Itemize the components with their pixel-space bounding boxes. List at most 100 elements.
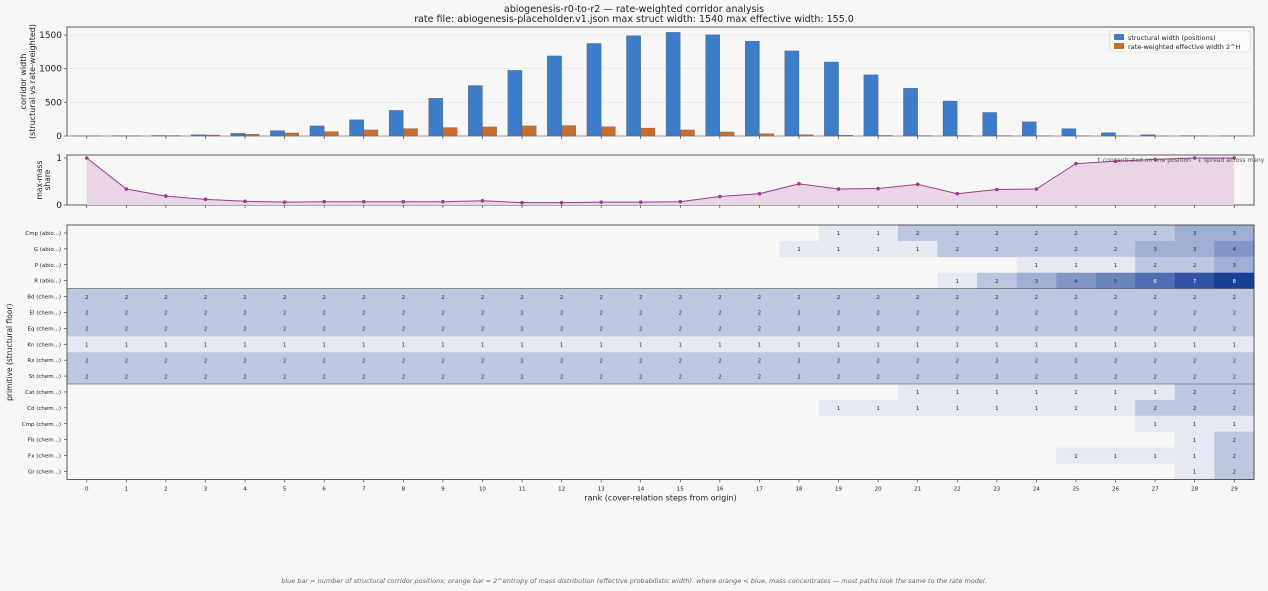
heatmap-cell-value: 1 [837,247,841,253]
heatmap-cell [897,384,938,401]
heatmap-cell-value: 2 [164,295,168,301]
heatmap-cell [304,288,345,305]
heatmap-cell-value: 1 [679,342,683,348]
heatmap-cell [541,320,582,337]
legend-entry: structural width (positions) [1128,34,1216,42]
heatmap-cell-value: 1 [956,279,960,285]
heatmap-cell-value: 2 [560,358,564,364]
share-point [1074,161,1078,166]
heatmap-cell [1214,368,1255,385]
heatmap-cell-value: 2 [995,358,999,364]
structural-width-bar [903,88,918,137]
heatmap-cell [1056,336,1097,353]
heatmap-cell [1016,320,1057,337]
heatmap-cell-value: 2 [204,374,208,380]
heatmap-row-label: Cmp (chem...) [22,422,61,428]
heatmap-cell-value: 2 [1114,311,1118,317]
heatmap-cell-value: 2 [1153,311,1157,317]
heatmap-cell [106,336,147,353]
effective-width-bar [442,127,458,137]
heatmap-cell-value: 2 [560,311,564,317]
share-point [718,194,722,199]
heatmap-cell-value: 4 [1232,247,1236,253]
heatmap-cell [1135,320,1176,337]
heatmap-cell-value: 1 [1193,438,1197,444]
heatmap-cell [818,336,859,353]
heatmap-row-label: Eq (chem...) [27,326,61,332]
heatmap-cell [1135,225,1176,242]
heatmap-cell [581,352,622,369]
heatmap-cell-value: 2 [916,311,920,317]
heatmap-cell [660,336,701,353]
heatmap-cell [581,336,622,353]
heatmap-cell [225,336,266,353]
heatmap-cell-value: 1 [1153,390,1157,396]
heatmap-cell [502,336,543,353]
heatmap-cell [937,225,978,242]
structural-width-bar [191,134,206,137]
heatmap-cell [858,399,899,417]
structural-width-bar [1021,121,1037,137]
heatmap-cell [937,384,978,401]
share-point [955,191,960,196]
share-point [520,200,524,205]
share-point [1113,159,1118,164]
heatmap-cell-value: 2 [995,279,999,285]
heatmap-cell [1174,447,1215,464]
structural-width-bar [1101,132,1116,137]
heatmap-cell [660,304,701,321]
heatmap-cell [541,336,582,353]
heatmap-cell-value: 2 [1074,327,1078,333]
heatmap-cell [1095,320,1136,337]
heatmap-cell-value: 4 [1074,279,1078,285]
heatmap-cell [977,352,1017,369]
effective-width-bar [680,129,695,137]
heatmap-cell [937,272,978,289]
heatmap-cell [897,320,938,337]
share-point [203,197,208,202]
heatmap-cell [1135,415,1176,432]
heatmap-cell [1174,320,1215,337]
heatmap-cell-value: 2 [916,231,920,237]
heatmap-cell-value: 1 [1114,263,1118,269]
heatmap-cell-value: 2 [1232,295,1236,301]
heatmap-cell [1056,304,1097,321]
heatmap-cell-value: 2 [956,247,960,253]
heatmap-cell [897,368,938,385]
heatmap-cell-value: 2 [164,358,168,364]
heatmap-cell [1214,240,1255,258]
heatmap-cell-value: 2 [204,295,208,301]
effective-width-bar [561,125,576,137]
share-point [1232,156,1237,160]
heatmap-cell [1056,256,1097,273]
heatmap-cell-value: 3 [1153,247,1157,253]
share-annotation: ↑ concentrated on one position [1096,157,1191,164]
heatmap-cell-value: 1 [876,247,880,253]
heatmap-cell [67,352,107,369]
effective-width-bar [284,132,300,137]
heatmap-cell-value: 2 [560,374,564,380]
bar-y-axis-label: (structural vs rate-weighted) [28,24,37,139]
share-annotation: ↓ spread across many [1197,157,1265,164]
heatmap-cell [897,352,938,369]
heatmap-cell [106,352,147,369]
heatmap-cell [304,352,345,369]
share-point [164,194,168,198]
heatmap-cell [660,320,701,337]
heatmap-cell [383,352,424,369]
heatmap-cell-value: 2 [956,374,960,380]
heatmap-cell-value: 1 [876,342,880,348]
heatmap-cell [1174,399,1215,417]
heatmap-cell-value: 2 [322,311,326,317]
heatmap-cell-value: 1 [1193,470,1197,476]
heatmap-cell-value: 2 [718,311,722,317]
heatmap-cell-value: 2 [1074,311,1078,317]
heatmap-cell-value: 1 [1114,454,1118,460]
heatmap-cell-value: 2 [639,327,643,333]
heatmap-cell-value: 2 [679,358,683,364]
heatmap-cell [304,304,345,321]
heatmap-cell-value: 2 [164,327,168,333]
heatmap-cell [620,336,661,353]
heatmap-cell-value: 2 [1074,247,1078,253]
